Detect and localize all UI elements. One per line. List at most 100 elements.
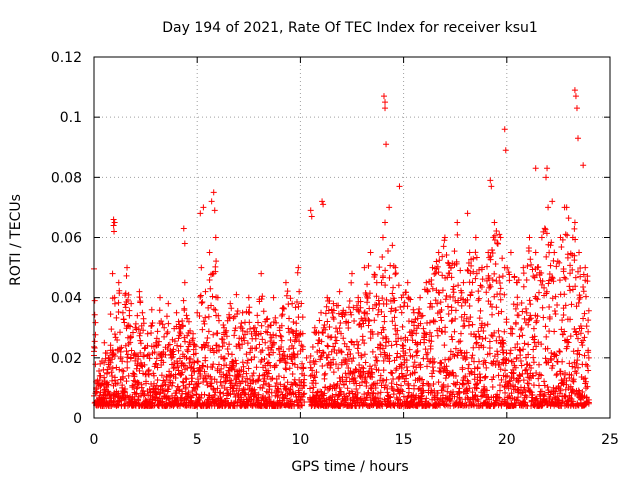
data-point	[430, 381, 437, 388]
data-point	[180, 362, 187, 369]
data-point	[543, 253, 550, 260]
data-point	[398, 309, 405, 316]
data-point	[360, 365, 367, 372]
data-point	[470, 358, 477, 365]
data-point	[546, 315, 553, 322]
data-point	[547, 355, 554, 362]
data-point	[223, 378, 230, 385]
data-point	[530, 372, 537, 379]
data-point	[498, 308, 505, 315]
data-point	[459, 366, 466, 373]
data-point	[525, 380, 532, 387]
data-point	[270, 349, 277, 356]
data-point	[361, 310, 368, 317]
data-point	[418, 313, 425, 320]
data-point	[503, 350, 510, 357]
data-point	[533, 395, 540, 402]
data-point	[280, 348, 287, 355]
data-point	[473, 270, 480, 277]
data-point	[220, 390, 227, 397]
data-point	[475, 288, 482, 295]
data-point	[442, 296, 449, 303]
data-point	[568, 301, 575, 308]
data-point	[300, 391, 307, 398]
data-point	[379, 335, 386, 342]
data-point	[184, 348, 191, 355]
data-point	[548, 239, 555, 246]
data-point	[517, 390, 524, 397]
data-point	[443, 252, 450, 259]
data-point	[249, 372, 256, 379]
data-point	[311, 373, 318, 380]
data-point	[234, 382, 241, 389]
data-point	[484, 321, 491, 328]
data-point	[366, 363, 373, 370]
data-point	[427, 300, 434, 307]
data-point	[176, 355, 183, 362]
data-point	[96, 376, 103, 383]
data-point	[333, 337, 340, 344]
data-point	[307, 353, 314, 360]
data-point	[111, 331, 118, 338]
data-point	[119, 358, 126, 365]
data-point	[571, 225, 578, 232]
data-point	[108, 369, 115, 376]
data-point	[293, 320, 300, 327]
data-point	[473, 384, 480, 391]
data-point	[510, 301, 517, 308]
data-point	[413, 341, 420, 348]
data-point	[565, 339, 572, 346]
data-point	[338, 348, 345, 355]
data-point	[267, 322, 274, 329]
data-point	[165, 395, 172, 402]
data-point	[467, 314, 474, 321]
data-point	[215, 317, 222, 324]
data-point	[192, 343, 199, 350]
data-point	[151, 349, 158, 356]
data-point	[465, 365, 472, 372]
data-point	[187, 355, 194, 362]
data-point	[217, 379, 224, 386]
data-point	[585, 307, 592, 314]
data-point	[233, 360, 240, 367]
data-point	[283, 292, 290, 299]
data-point	[300, 379, 307, 386]
data-point	[429, 285, 436, 292]
data-point	[428, 277, 435, 284]
data-point	[389, 242, 396, 249]
data-point	[435, 379, 442, 386]
data-point	[381, 318, 388, 325]
data-point	[255, 391, 262, 398]
data-point	[262, 328, 269, 335]
data-point	[577, 264, 584, 271]
data-point	[259, 336, 266, 343]
data-point	[186, 381, 193, 388]
data-point	[515, 387, 522, 394]
data-point	[431, 318, 438, 325]
data-point	[161, 387, 168, 394]
data-point	[291, 361, 298, 368]
data-point	[410, 309, 417, 316]
data-point	[404, 336, 411, 343]
data-point	[575, 335, 582, 342]
data-point	[557, 387, 564, 394]
data-point	[254, 319, 261, 326]
data-point	[423, 279, 430, 286]
data-point	[279, 311, 286, 318]
data-point	[145, 351, 152, 358]
data-point	[275, 385, 282, 392]
data-point	[494, 357, 501, 364]
data-point	[371, 317, 378, 324]
data-point	[284, 379, 291, 386]
data-point	[448, 274, 455, 281]
data-point	[434, 332, 441, 339]
data-point	[392, 338, 399, 345]
data-point	[282, 279, 289, 286]
data-point	[184, 365, 191, 372]
data-point	[468, 354, 475, 361]
data-point	[287, 295, 294, 302]
data-point	[419, 389, 426, 396]
data-point	[444, 383, 451, 390]
data-point	[574, 401, 581, 408]
data-point	[429, 364, 436, 371]
